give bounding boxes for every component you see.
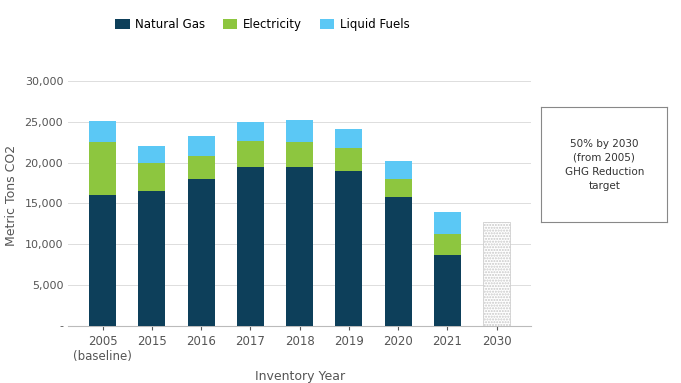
Bar: [434, 211, 461, 234]
Bar: [385, 161, 411, 179]
Bar: [237, 141, 264, 167]
Bar: [89, 121, 116, 142]
Bar: [237, 122, 264, 141]
Bar: [385, 179, 411, 197]
Bar: [335, 129, 362, 148]
Bar: [138, 163, 165, 191]
Bar: [188, 156, 215, 179]
Bar: [89, 195, 116, 326]
Y-axis label: Metric Tons CO2: Metric Tons CO2: [5, 145, 18, 246]
Text: 50% by 2030
(from 2005)
GHG Reduction
target: 50% by 2030 (from 2005) GHG Reduction ta…: [565, 139, 644, 191]
Bar: [188, 136, 215, 156]
Bar: [385, 197, 411, 326]
Legend: Natural Gas, Electricity, Liquid Fuels: Natural Gas, Electricity, Liquid Fuels: [110, 14, 415, 36]
Bar: [335, 148, 362, 171]
Bar: [138, 146, 165, 163]
Bar: [89, 142, 116, 195]
Bar: [188, 179, 215, 326]
Bar: [434, 255, 461, 326]
Bar: [434, 234, 461, 255]
Bar: [335, 171, 362, 326]
Bar: [483, 222, 510, 326]
Bar: [286, 120, 313, 142]
Bar: [286, 142, 313, 167]
Bar: [237, 167, 264, 326]
Bar: [138, 191, 165, 326]
X-axis label: Inventory Year: Inventory Year: [255, 370, 345, 383]
Bar: [286, 167, 313, 326]
